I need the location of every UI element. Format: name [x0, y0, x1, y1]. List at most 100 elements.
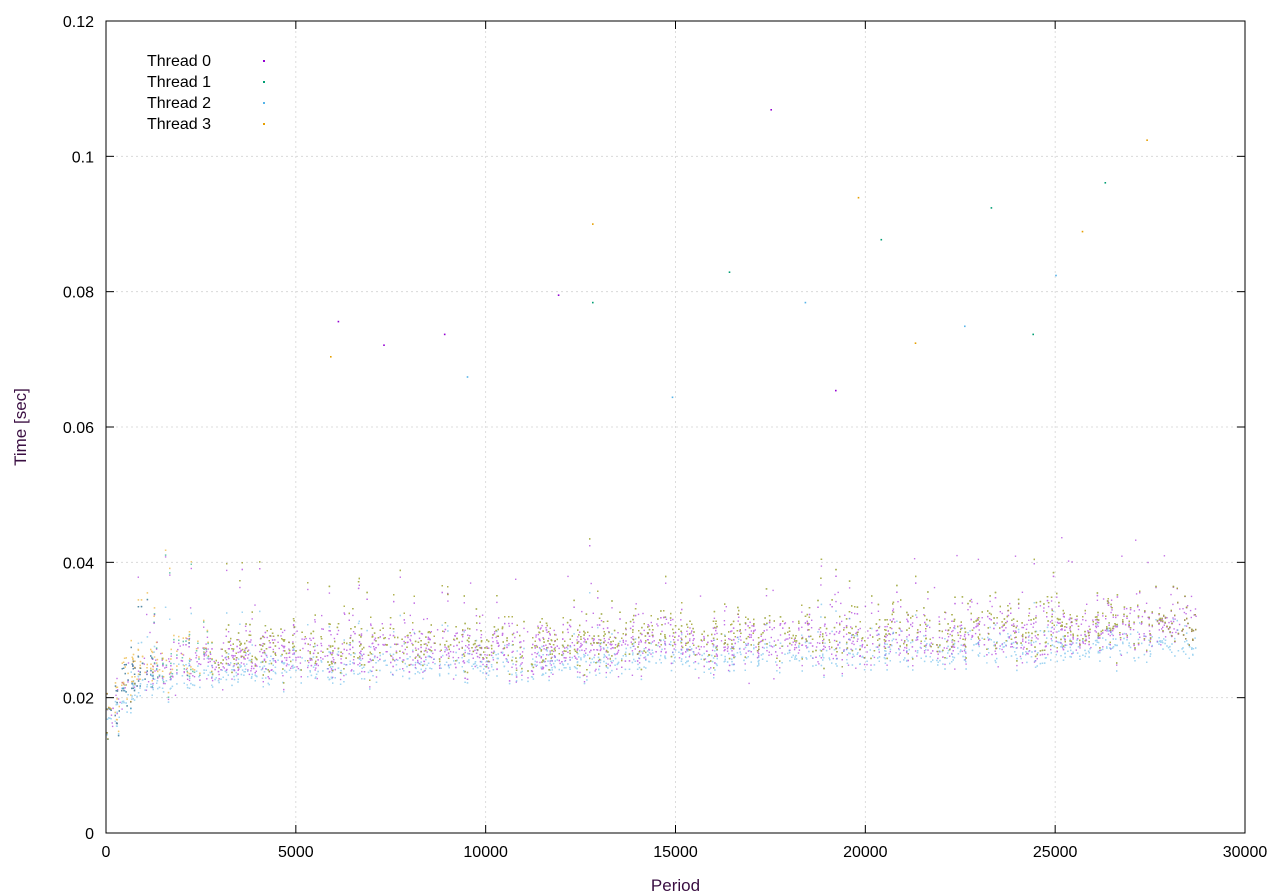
data-point: [178, 642, 180, 645]
data-point: [515, 681, 517, 683]
data-point: [161, 659, 163, 661]
data-point: [282, 645, 284, 648]
data-point: [309, 644, 311, 646]
data-point: [453, 645, 455, 647]
data-point: [715, 629, 717, 632]
data-point: [285, 665, 288, 667]
data-point: [417, 653, 419, 655]
data-point: [711, 649, 714, 652]
data-point: [1026, 623, 1028, 626]
data-point: [625, 634, 627, 636]
data-point: [848, 638, 850, 641]
data-point: [288, 652, 291, 654]
data-point: [978, 629, 980, 631]
data-point: [587, 638, 589, 640]
data-point: [669, 624, 672, 626]
data-point: [1045, 645, 1047, 647]
data-point: [368, 661, 371, 663]
data-point: [1079, 647, 1081, 649]
data-point: [141, 662, 144, 665]
data-point: [725, 606, 727, 608]
data-point: [385, 651, 387, 653]
data-point: [773, 627, 775, 629]
data-point: [409, 640, 412, 642]
data-point: [1099, 637, 1101, 639]
data-point: [540, 627, 542, 629]
data-point: [1144, 611, 1146, 614]
outlier-point: [443, 333, 446, 336]
data-point: [475, 652, 478, 654]
data-point: [886, 625, 888, 628]
data-point: [225, 635, 227, 637]
data-point: [866, 663, 868, 666]
data-point: [407, 636, 409, 639]
data-point: [951, 630, 953, 633]
data-point: [248, 673, 251, 676]
data-point: [1046, 599, 1049, 602]
data-point: [632, 635, 634, 638]
data-point: [511, 640, 514, 642]
data-point: [889, 650, 891, 653]
data-point: [603, 648, 605, 650]
data-point: [546, 654, 548, 656]
data-point: [268, 670, 271, 672]
data-point: [116, 690, 119, 692]
data-point: [777, 639, 779, 641]
data-point: [916, 638, 919, 641]
data-point: [808, 613, 811, 616]
data-point: [1139, 592, 1141, 594]
data-point: [414, 666, 417, 669]
data-point: [534, 647, 536, 649]
data-point: [768, 621, 771, 624]
data-point: [303, 638, 305, 641]
data-point: [599, 646, 602, 648]
data-point: [1043, 610, 1045, 612]
data-point: [479, 622, 481, 624]
data-point: [669, 635, 671, 637]
data-point: [432, 661, 434, 664]
data-point: [845, 625, 848, 627]
data-point: [692, 634, 694, 637]
data-point: [991, 653, 993, 656]
data-point: [602, 627, 605, 630]
data-point: [637, 613, 640, 616]
data-point: [648, 648, 650, 651]
data-point: [573, 644, 576, 647]
data-point: [776, 664, 778, 666]
data-point: [492, 659, 495, 661]
data-point: [866, 651, 868, 653]
data-point: [1014, 555, 1017, 557]
data-point: [206, 678, 208, 680]
data-point: [770, 653, 773, 656]
data-point: [487, 647, 490, 649]
data-point: [1135, 593, 1138, 595]
data-point: [388, 638, 390, 640]
data-point: [207, 661, 210, 663]
data-point: [726, 647, 729, 650]
data-point: [1158, 629, 1160, 631]
data-point: [1049, 621, 1052, 623]
data-point: [272, 658, 275, 660]
data-point: [209, 653, 212, 655]
data-point: [444, 651, 446, 653]
data-point: [698, 677, 700, 679]
data-point: [1071, 653, 1073, 655]
data-point: [127, 681, 129, 683]
data-point: [938, 620, 941, 623]
data-point: [245, 630, 247, 632]
data-point: [566, 628, 569, 631]
data-point: [1050, 630, 1052, 633]
data-point: [1106, 602, 1109, 605]
data-point: [819, 631, 822, 633]
data-point: [920, 647, 922, 649]
data-point: [307, 650, 309, 652]
data-point: [1059, 622, 1061, 624]
data-point: [750, 651, 752, 653]
data-point: [236, 645, 238, 648]
data-point: [1035, 606, 1038, 608]
data-point: [988, 618, 991, 620]
data-point: [791, 644, 793, 646]
data-point: [328, 592, 331, 594]
data-point: [756, 656, 759, 659]
data-point: [226, 668, 228, 671]
